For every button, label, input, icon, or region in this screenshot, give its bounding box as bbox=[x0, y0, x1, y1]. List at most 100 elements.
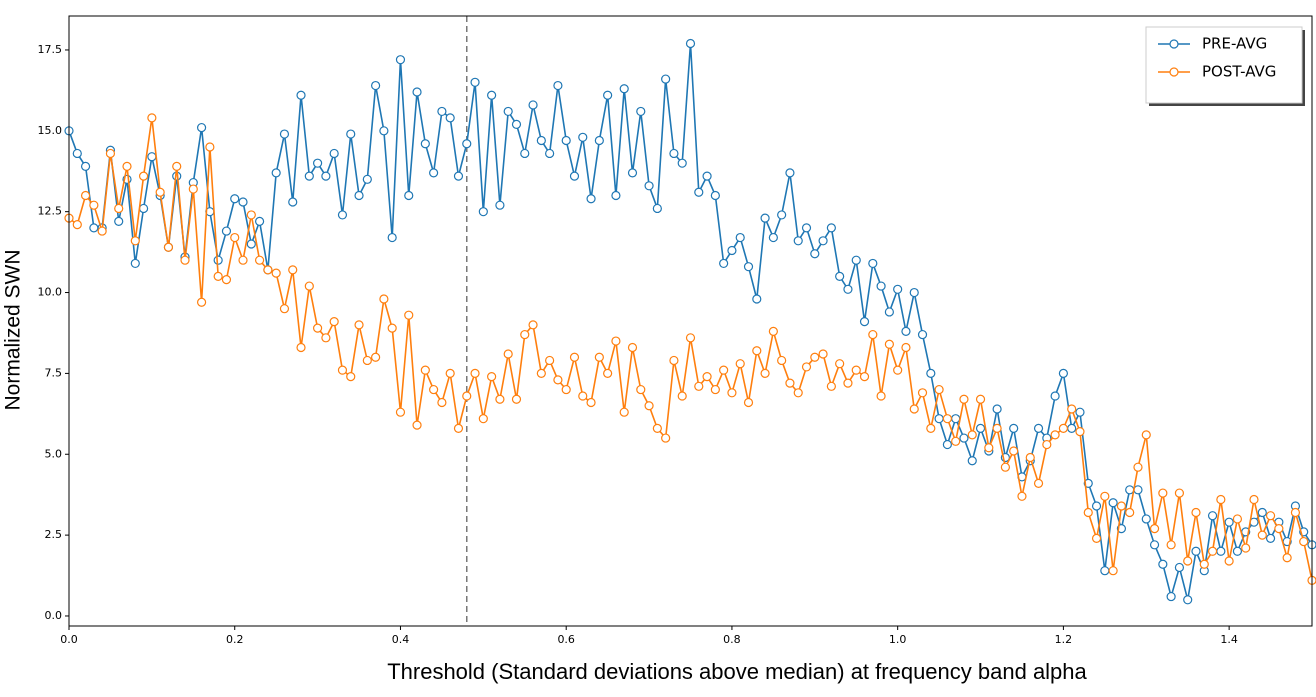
data-point bbox=[1183, 595, 1193, 605]
data-point bbox=[346, 372, 356, 382]
data-point bbox=[221, 226, 232, 236]
data-point bbox=[1091, 501, 1102, 511]
data-point bbox=[470, 77, 480, 87]
data-point bbox=[801, 223, 812, 233]
data-point bbox=[975, 423, 986, 433]
data-point bbox=[826, 223, 836, 233]
data-point bbox=[1125, 507, 1135, 518]
data-point bbox=[163, 242, 174, 252]
data-point bbox=[1050, 391, 1060, 401]
data-point bbox=[611, 336, 621, 346]
data-point bbox=[611, 190, 621, 201]
data-point bbox=[304, 281, 314, 291]
data-point bbox=[1075, 407, 1085, 417]
data-point bbox=[536, 135, 546, 146]
data-point bbox=[80, 190, 91, 201]
data-point bbox=[801, 362, 812, 372]
data-point bbox=[1100, 566, 1110, 576]
data-point bbox=[1265, 533, 1276, 543]
data-point bbox=[445, 368, 455, 378]
x-tick-label: 0.6 bbox=[557, 633, 575, 646]
data-point bbox=[669, 355, 679, 366]
data-point bbox=[114, 203, 124, 214]
data-point bbox=[1158, 488, 1168, 498]
data-point bbox=[429, 384, 439, 395]
data-point bbox=[826, 381, 836, 391]
data-point bbox=[992, 423, 1002, 433]
data-point bbox=[727, 388, 737, 398]
data-point bbox=[1191, 546, 1201, 556]
data-point bbox=[1058, 423, 1069, 433]
data-point bbox=[768, 232, 778, 243]
data-point bbox=[478, 207, 488, 217]
data-point bbox=[710, 384, 720, 395]
data-point bbox=[503, 106, 513, 117]
data-point bbox=[188, 184, 198, 194]
data-point bbox=[254, 216, 265, 226]
data-point bbox=[669, 148, 679, 159]
data-point bbox=[238, 197, 248, 207]
data-point bbox=[893, 365, 903, 375]
data-point bbox=[1224, 517, 1234, 527]
x-tick-label: 1.2 bbox=[1055, 633, 1073, 646]
data-point bbox=[743, 397, 754, 408]
data-point bbox=[1091, 533, 1102, 543]
data-point bbox=[288, 197, 298, 207]
data-point bbox=[511, 394, 522, 404]
data-point bbox=[1174, 488, 1185, 498]
data-point bbox=[951, 414, 961, 424]
data-point bbox=[859, 372, 870, 382]
data-point bbox=[685, 333, 696, 343]
data-point bbox=[196, 297, 207, 307]
y-tick-label: 2.5 bbox=[45, 528, 63, 541]
data-point bbox=[942, 414, 952, 424]
data-point bbox=[271, 168, 281, 178]
data-point bbox=[959, 394, 969, 404]
data-point bbox=[1067, 423, 1077, 433]
data-point bbox=[917, 388, 928, 398]
data-point bbox=[661, 74, 671, 84]
data-point bbox=[1257, 507, 1267, 518]
data-point bbox=[619, 407, 629, 417]
data-point bbox=[536, 368, 546, 378]
data-point bbox=[868, 258, 878, 269]
data-point bbox=[97, 226, 107, 236]
data-point bbox=[230, 194, 240, 204]
y-tick-label: 7.5 bbox=[45, 366, 63, 379]
data-point bbox=[420, 365, 430, 375]
data-point bbox=[89, 200, 99, 210]
data-point bbox=[1241, 543, 1251, 553]
data-point bbox=[1009, 446, 1019, 456]
data-point bbox=[917, 329, 928, 340]
data-point bbox=[379, 126, 389, 136]
data-point bbox=[661, 433, 671, 443]
data-point bbox=[105, 148, 116, 159]
data-point bbox=[1216, 494, 1226, 505]
data-point bbox=[487, 90, 497, 100]
data-point bbox=[172, 161, 182, 171]
series-line bbox=[68, 43, 1313, 600]
data-point bbox=[155, 187, 165, 197]
data-point bbox=[627, 342, 638, 353]
data-point bbox=[138, 203, 149, 214]
data-point bbox=[511, 119, 522, 129]
data-point bbox=[810, 352, 820, 362]
data-point bbox=[1058, 368, 1069, 378]
data-point bbox=[72, 148, 82, 159]
data-point bbox=[876, 281, 886, 291]
data-point bbox=[553, 375, 563, 385]
data-point bbox=[1009, 423, 1019, 433]
data-point bbox=[652, 203, 662, 214]
y-tick-label: 5.0 bbox=[45, 447, 63, 460]
data-point bbox=[1075, 427, 1085, 437]
data-point bbox=[1108, 498, 1118, 508]
data-point bbox=[254, 255, 265, 265]
data-point bbox=[777, 355, 787, 366]
data-point bbox=[528, 100, 538, 110]
data-point bbox=[445, 113, 455, 123]
data-point bbox=[1166, 591, 1176, 602]
data-point bbox=[528, 320, 538, 330]
data-point bbox=[636, 106, 646, 117]
data-point bbox=[1100, 491, 1110, 501]
